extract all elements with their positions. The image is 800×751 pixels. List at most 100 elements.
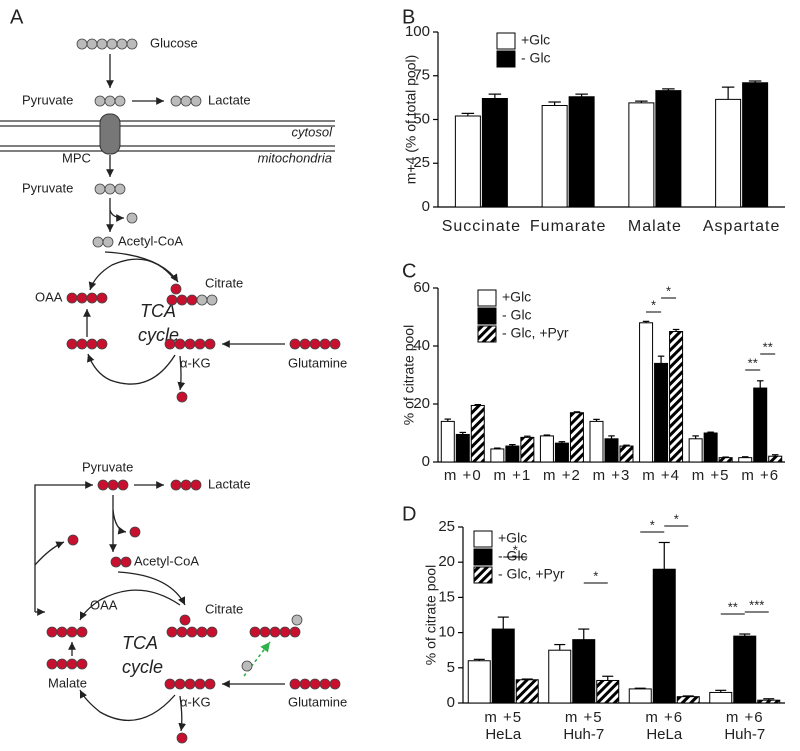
carbon (96, 38, 108, 50)
carbon (176, 626, 188, 638)
bar (490, 448, 505, 463)
bar (628, 102, 655, 208)
bar (491, 628, 515, 704)
x-tick-label: m +0 (444, 467, 482, 484)
carbon (206, 294, 218, 306)
x-tick-label: Malate (628, 218, 682, 235)
carbon (96, 292, 108, 304)
bar (467, 660, 491, 704)
x-tick-label: m +5 (692, 467, 730, 484)
carbon (329, 678, 341, 690)
y-tick-label: 100 (405, 23, 430, 40)
carbon (289, 678, 301, 690)
arrow (87, 353, 176, 385)
y-tick-label: 25 (413, 154, 430, 171)
label: cycle (122, 657, 163, 677)
x-tick-label: Aspartate (703, 218, 780, 235)
label: Pyruvate (82, 459, 133, 474)
label: α-KG (180, 355, 211, 370)
label: Glucose (150, 35, 198, 50)
x-tick-label: m +6 (726, 709, 764, 726)
bar (520, 436, 535, 463)
carbon (76, 292, 88, 304)
bar (676, 696, 700, 704)
carbon (46, 658, 58, 670)
arrow (117, 571, 186, 606)
diagram: A Glucose Pyruvate Lactate cytosol mitoc… (0, 6, 347, 732)
legend-label: - Glc, +Pyr (498, 566, 565, 582)
carbon (94, 183, 106, 195)
significance: ** (763, 339, 773, 354)
legend-label: - Glc (502, 307, 532, 323)
carbon (179, 614, 191, 626)
carbon (126, 212, 138, 224)
carbon (190, 95, 202, 107)
carbon (289, 338, 301, 350)
y-tick-label: 0 (422, 453, 430, 470)
arrow (88, 258, 176, 291)
carbon (279, 626, 291, 638)
panel-label: B (402, 6, 415, 28)
carbon (86, 338, 98, 350)
x-tick-label: m +5 (565, 709, 603, 726)
carbon (194, 678, 206, 690)
y-tick-label: 40 (413, 337, 430, 354)
bar (539, 435, 554, 463)
x-tick-label: Fumarate (530, 218, 606, 235)
carbon (186, 626, 198, 638)
carbon (129, 526, 141, 538)
y-axis-label: % of citrate pool (401, 325, 417, 425)
bar (481, 98, 508, 208)
mpc (99, 113, 121, 155)
y-tick-label: 10 (438, 624, 455, 641)
carbon (309, 338, 321, 350)
y-axis-label: % of citrate pool (423, 565, 439, 665)
arrow (79, 689, 176, 721)
y-axis-label: m+4 (% of total pool) (403, 55, 419, 185)
arrow (34, 541, 65, 566)
legend-label: - Glc (521, 50, 551, 66)
label: mitochondria (258, 150, 332, 165)
bar (505, 445, 520, 463)
carbon (106, 38, 118, 50)
legend-label: +Glc (502, 289, 531, 305)
bar (568, 96, 595, 208)
bar (454, 115, 481, 208)
label: Citrate (205, 275, 243, 290)
bar (589, 420, 604, 463)
y-tick-label: 60 (413, 279, 430, 296)
significance: * (674, 511, 679, 526)
bar (541, 105, 568, 208)
carbon (104, 183, 116, 195)
y-tick-label: 5 (447, 659, 455, 676)
label: Lactate (208, 92, 251, 107)
legend-swatch (477, 307, 497, 325)
y-tick-label: 0 (422, 198, 430, 215)
carbon (76, 626, 88, 638)
bar (554, 442, 569, 463)
bar (669, 331, 684, 463)
arrow (112, 509, 127, 535)
bar (768, 455, 783, 463)
bar (455, 433, 470, 463)
x-group-label: Huh-7 (724, 726, 765, 743)
bar (440, 420, 455, 463)
significance: * (593, 568, 598, 583)
bar (703, 432, 718, 463)
label: TCA (140, 301, 176, 321)
bar (628, 688, 652, 704)
carbon (116, 38, 128, 50)
label: Glutamine (288, 355, 347, 370)
label: OAA (90, 597, 118, 612)
bar (654, 362, 669, 463)
carbon (97, 479, 109, 491)
bar (572, 639, 596, 704)
bar (715, 98, 742, 208)
bar (596, 679, 620, 704)
label: Pyruvate (22, 92, 73, 107)
x-tick-label: m +1 (493, 467, 531, 484)
carbon (291, 614, 303, 626)
carbon (66, 292, 78, 304)
carbon (299, 678, 311, 690)
